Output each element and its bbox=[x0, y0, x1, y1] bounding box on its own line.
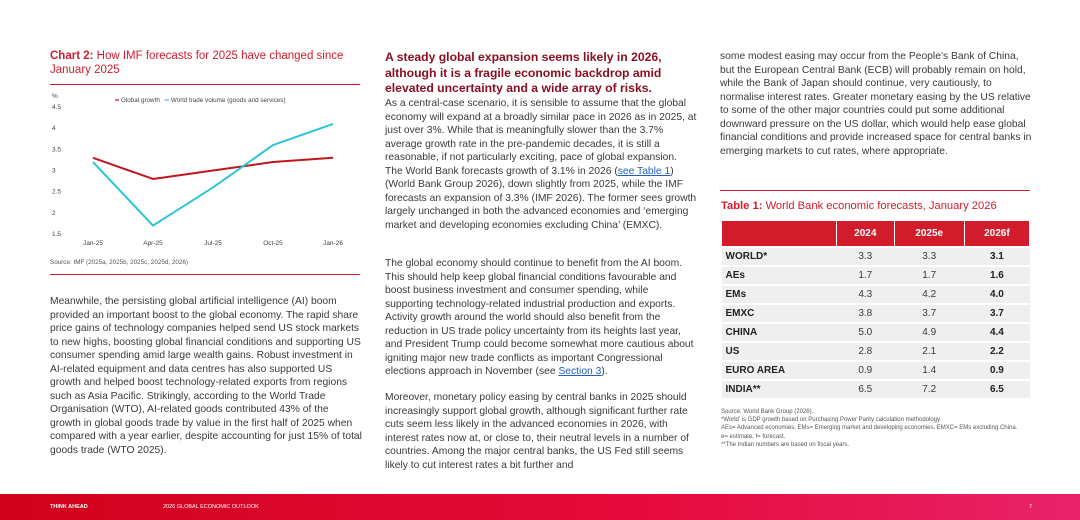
table-row: CHINA 5.0 4.9 4.4 bbox=[721, 322, 1030, 343]
table-cell: 1.4 bbox=[894, 360, 965, 381]
table-cell: 3.3 bbox=[836, 246, 895, 267]
table-row: WORLD* 3.3 3.3 3.1 bbox=[721, 246, 1030, 267]
header-cell bbox=[721, 220, 837, 248]
header-cell: 2025e bbox=[893, 220, 965, 248]
paragraph: As a central-case scenario, it is sensib… bbox=[385, 97, 697, 232]
y-tick-label: 1.5 bbox=[52, 231, 61, 238]
x-tick-label: Jul-25 bbox=[204, 240, 222, 247]
y-tick-label: 4.5 bbox=[52, 104, 61, 111]
x-tick-label: Apr-25 bbox=[143, 240, 163, 247]
series-line bbox=[92, 122, 334, 227]
table-cell: EMs bbox=[721, 284, 837, 305]
table-cell: EMXC bbox=[721, 303, 837, 324]
y-unit: % bbox=[52, 93, 58, 100]
table-notes: Source: World Bank Group (2026). *World’ … bbox=[721, 408, 1021, 449]
header-cell: 2024 bbox=[836, 220, 895, 248]
table-cell: 2.2 bbox=[964, 341, 1030, 362]
text: Moreover, monetary policy easing by cent… bbox=[385, 392, 689, 471]
series-line bbox=[92, 156, 334, 180]
table-cell: 4.3 bbox=[836, 284, 895, 305]
table-cell: INDIA** bbox=[721, 379, 837, 399]
table-row: AEs 1.7 1.7 1.6 bbox=[721, 265, 1030, 286]
table-cell: 6.5 bbox=[836, 379, 895, 399]
legend-label: World trade volume (goods and services) bbox=[171, 97, 286, 104]
table-row: US 2.8 2.1 2.2 bbox=[721, 341, 1030, 362]
table-cell: 3.1 bbox=[964, 246, 1030, 267]
rule bbox=[50, 274, 360, 275]
table-cell: US bbox=[721, 341, 837, 362]
paragraph: some modest easing may occur from the Pe… bbox=[720, 51, 1032, 157]
table-cell: 6.5 bbox=[964, 379, 1030, 399]
table-cell: 4.2 bbox=[894, 284, 965, 305]
table-row: EMs 4.3 4.2 4.0 bbox=[721, 284, 1030, 305]
link[interactable]: Section 3 bbox=[558, 366, 602, 377]
table-row: INDIA** 6.5 7.2 6.5 bbox=[721, 379, 1030, 399]
header-cell: 2026f bbox=[963, 220, 1031, 248]
note: *World’ is GDP growth based on Purchasin… bbox=[721, 417, 942, 424]
rule bbox=[50, 84, 360, 85]
table-label: Table 1: bbox=[721, 200, 763, 212]
table-cell: WORLD* bbox=[721, 246, 837, 267]
table-cell: AEs bbox=[721, 265, 837, 286]
table-cell: 3.7 bbox=[964, 303, 1030, 324]
note: Source: World Bank Group (2026). bbox=[721, 409, 814, 415]
text: ) (World Bank Group 2026), down slightly… bbox=[385, 165, 697, 231]
table-cell: 3.8 bbox=[836, 303, 895, 324]
text: The global economy should continue to be… bbox=[385, 258, 694, 377]
footer: THINK AHEAD 2026 GLOBAL ECONOMIC OUTLOOK… bbox=[0, 494, 1080, 520]
table-cell: 5.0 bbox=[836, 322, 895, 343]
section-heading: A steady global expansion seems likely i… bbox=[385, 50, 662, 96]
text: ). bbox=[601, 366, 608, 377]
chart-title: Chart 2: How IMF forecasts for 2025 have… bbox=[50, 49, 360, 77]
paragraph: Meanwhile, the persisting global artific… bbox=[50, 296, 362, 456]
table-title: Table 1: World Bank economic forecasts, … bbox=[721, 200, 997, 212]
y-tick-label: 3.5 bbox=[52, 146, 61, 153]
table-title-text: World Bank economic forecasts, January 2… bbox=[765, 200, 997, 212]
x-tick-label: Jan-26 bbox=[323, 240, 343, 247]
footer-brand: THINK AHEAD bbox=[50, 504, 88, 510]
note: e= estimate, f= forecast. bbox=[721, 433, 786, 440]
table-cell: 0.9 bbox=[964, 360, 1030, 381]
table-cell: 7.2 bbox=[894, 379, 965, 399]
note: **The Indian numbers are based on fiscal… bbox=[721, 441, 850, 448]
y-tick-label: 4 bbox=[52, 125, 56, 132]
x-tick-label: Jan-25 bbox=[83, 240, 103, 247]
chart: % 1.5 2 2.5 3 3.5 4 4.5 Jan-25 Apr-25 Jul-25 Oct-25… bbox=[52, 93, 343, 247]
y-tick-label: 3 bbox=[52, 168, 56, 175]
legend-label: Global growth bbox=[121, 97, 160, 104]
table-cell: 4.0 bbox=[964, 284, 1030, 305]
table-cell: 4.9 bbox=[894, 322, 965, 343]
y-tick-label: 2.5 bbox=[52, 189, 61, 196]
table-wrap: 2024 2025e 2026f WORLD* 3.3 3.3 3.1 AEs 1.7 1.7 1.… bbox=[721, 220, 1031, 399]
paragraph: The global economy should continue to be… bbox=[385, 257, 697, 379]
rule bbox=[720, 190, 1030, 191]
table-cell: 3.7 bbox=[894, 303, 965, 324]
link[interactable]: see Table 1 bbox=[617, 165, 671, 177]
chart-source: Source: IMF (2025a, 2025b, 2025c, 2025d,… bbox=[50, 259, 188, 266]
table-cell: 1.7 bbox=[836, 265, 895, 286]
table-cell: 0.9 bbox=[836, 360, 895, 381]
paragraph: Moreover, monetary policy easing by cent… bbox=[385, 391, 697, 472]
chart-title-text: How IMF forecasts for 2025 have changed … bbox=[50, 50, 344, 76]
table-row: EURO AREA 0.9 1.4 0.9 bbox=[721, 360, 1030, 381]
chart-label: Chart 2: bbox=[50, 50, 94, 62]
text: As a central-case scenario, it is sensib… bbox=[385, 98, 697, 177]
table: 2024 2025e 2026f WORLD* 3.3 3.3 3.1 AEs 1.7 1.7 1.… bbox=[721, 220, 1031, 399]
table-cell: 2.1 bbox=[894, 341, 965, 362]
table-cell: 1.7 bbox=[894, 265, 965, 286]
table-cell: 4.4 bbox=[964, 322, 1030, 343]
page-number: 7 bbox=[1029, 504, 1033, 510]
table-row: EMXC 3.8 3.7 3.7 bbox=[721, 303, 1030, 324]
table-cell: 2.8 bbox=[836, 341, 895, 362]
header-row: 2024 2025e 2026f bbox=[721, 220, 1031, 248]
table-cell: 3.3 bbox=[894, 246, 965, 267]
footer-publication: 2026 GLOBAL ECONOMIC OUTLOOK bbox=[163, 504, 259, 510]
y-tick-label: 2 bbox=[52, 210, 56, 217]
note: AEs= Advanced economies, EMs= Emerging m… bbox=[721, 425, 1018, 432]
table-cell: 1.6 bbox=[964, 265, 1030, 286]
table-cell: EURO AREA bbox=[721, 360, 837, 381]
table-cell: CHINA bbox=[721, 322, 837, 343]
x-tick-label: Oct-25 bbox=[263, 240, 283, 247]
